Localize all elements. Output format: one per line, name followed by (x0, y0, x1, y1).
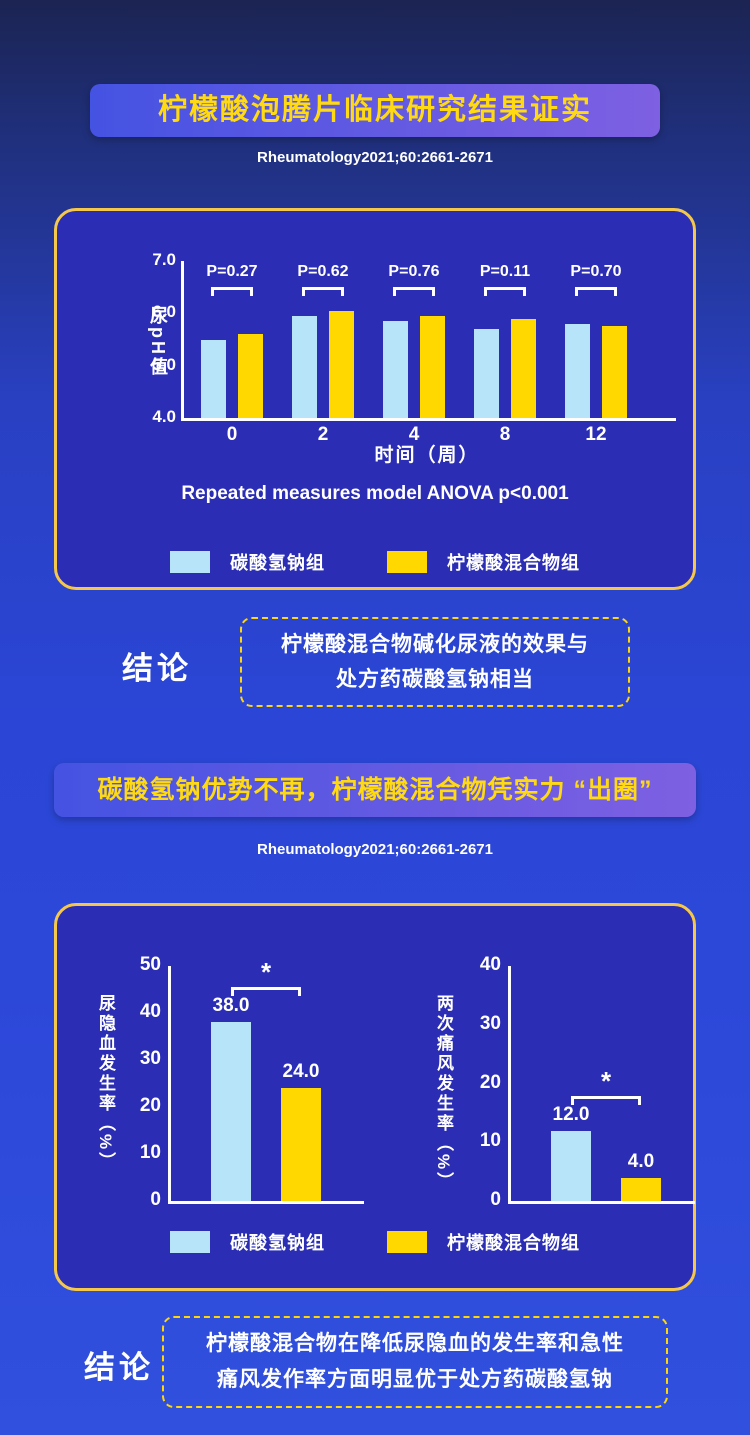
y-tick-label: 40 (479, 954, 501, 975)
section1-reference: Rheumatology2021;60:2661-2671 (257, 149, 493, 166)
y-tick-label: 6.0 (152, 302, 176, 322)
x-tick-label: 12 (585, 424, 607, 445)
significance-bracket (231, 987, 301, 997)
bicarbonate-bar (551, 1130, 591, 1201)
y-tick-label: 0 (490, 1189, 501, 1210)
y-tick-label: 30 (139, 1048, 161, 1069)
bicarbonate-bar (211, 1022, 251, 1201)
bicarbonate-bar (383, 321, 408, 418)
x-tick-label: 4 (408, 424, 420, 445)
gout-y-axis-label: 两次痛风发生率（%） (434, 994, 453, 1193)
y-tick-label: 7.0 (152, 250, 176, 269)
x-tick-label: 0 (226, 424, 238, 445)
ph-chart-legend: 碳酸氢钠组 柠檬酸混合物组 (57, 549, 693, 575)
section2-reference: Rheumatology2021;60:2661-2671 (257, 841, 493, 858)
bar-value-label: 12.0 (552, 1103, 590, 1125)
y-tick-label: 4.0 (152, 407, 176, 426)
y-tick-label: 10 (139, 1142, 161, 1163)
conclusion2-line2: 痛风发作率方面明显优于处方药碳酸氢钠 (217, 1368, 613, 1391)
y-tick-label: 0 (150, 1189, 161, 1210)
x-tick-label: 2 (317, 424, 329, 445)
section1-title-banner: 柠檬酸泡腾片临床研究结果证实 (90, 84, 660, 137)
citrate-legend-label: 柠檬酸混合物组 (447, 1233, 580, 1253)
p-value-label: P=0.27 (206, 263, 258, 280)
p-value-bracket (393, 287, 435, 296)
p-value-bracket (211, 287, 253, 296)
conclusion2-label: 结论 (84, 1350, 154, 1385)
conclusion2-line1: 柠檬酸混合物在降低尿隐血的发生率和急性 (206, 1332, 624, 1355)
bicarbonate-bar (565, 323, 590, 418)
citrate-legend-swatch (387, 1231, 427, 1253)
citrate-legend-label: 柠檬酸混合物组 (447, 553, 580, 573)
ph-chart-y-axis-label: 尿pH值 (148, 306, 168, 378)
y-tick-label: 10 (479, 1130, 501, 1152)
y-tick-label: 5.0 (152, 354, 176, 374)
occult-blood-y-axis-label: 尿隐血发生率（%） (96, 994, 115, 1173)
occult-blood-chart-plot: 50 40 30 20 10 0 38.0 24.0 * (140, 954, 364, 1210)
p-value-bracket (484, 287, 526, 296)
bicarbonate-bar (292, 315, 317, 418)
p-value-label: P=0.62 (297, 263, 349, 280)
significance-star: * (600, 1065, 612, 1096)
p-value-label: P=0.70 (570, 263, 622, 280)
anova-caption: Repeated measures model ANOVA p<0.001 (181, 483, 569, 504)
citrate-bar (511, 318, 536, 418)
outcome-charts-panel: 尿隐血发生率（%） 50 40 30 20 10 0 38.0 24.0 * 两次痛风发生率（%… (54, 903, 696, 1291)
p-value-label: P=0.76 (388, 263, 440, 280)
y-tick-label: 20 (139, 1095, 161, 1116)
outcome-charts-legend: 碳酸氢钠组 柠檬酸混合物组 (57, 1229, 693, 1255)
citrate-bar (329, 310, 354, 418)
y-tick-label: 30 (479, 1012, 501, 1034)
citrate-bar (602, 326, 627, 418)
bicarbonate-legend-label: 碳酸氢钠组 (230, 553, 325, 573)
conclusion1-line1: 柠檬酸混合物碱化尿液的效果与 (281, 633, 589, 656)
gout-chart-plot: 40 30 20 10 0 12.0 4.0 * (480, 954, 695, 1210)
citrate-bar (281, 1088, 321, 1201)
bicarbonate-legend-swatch (170, 1231, 210, 1253)
p-value-label: P=0.11 (479, 263, 531, 280)
citrate-legend-swatch (387, 551, 427, 573)
citrate-bar (621, 1177, 661, 1201)
bar-value-label: 38.0 (212, 995, 250, 1017)
bicarbonate-bar (474, 329, 499, 418)
y-tick-label: 50 (139, 954, 161, 975)
bicarbonate-legend-label: 碳酸氢钠组 (230, 1233, 325, 1253)
bar-value-label: 4.0 (627, 1150, 655, 1172)
bicarbonate-bar (201, 339, 226, 418)
citrate-bar (420, 315, 445, 418)
conclusion1-box: 柠檬酸混合物碱化尿液的效果与 处方药碳酸氢钠相当 (240, 617, 630, 707)
ph-chart-plot: 7.0 6.0 5.0 4.0 P=0.27 0 P=0.62 2 P=0.76 4 P=0.11 8… (152, 250, 676, 445)
significance-bracket (571, 1095, 641, 1105)
conclusion2-box: 柠檬酸混合物在降低尿隐血的发生率和急性 痛风发作率方面明显优于处方药碳酸氢钠 (162, 1316, 668, 1408)
conclusion1-label: 结论 (122, 651, 192, 686)
section2-title-banner: 碳酸氢钠优势不再，柠檬酸混合物凭实力 “出圈” (54, 763, 696, 817)
p-value-bracket (302, 287, 344, 296)
ph-chart-x-axis-label: 时间（周） (374, 445, 480, 466)
ph-chart-panel: 尿pH值 7.0 6.0 5.0 4.0 P=0.27 0 P=0.62 2 P=0.76 4 P=… (54, 208, 696, 590)
y-tick-label: 20 (479, 1071, 501, 1093)
x-tick-label: 8 (499, 424, 511, 445)
significance-star: * (260, 957, 272, 988)
conclusion1-line2: 处方药碳酸氢钠相当 (336, 668, 534, 691)
p-value-bracket (575, 287, 617, 296)
citrate-bar (238, 334, 263, 418)
bicarbonate-legend-swatch (170, 551, 210, 573)
y-tick-label: 40 (139, 1001, 161, 1022)
bar-value-label: 24.0 (282, 1061, 320, 1083)
